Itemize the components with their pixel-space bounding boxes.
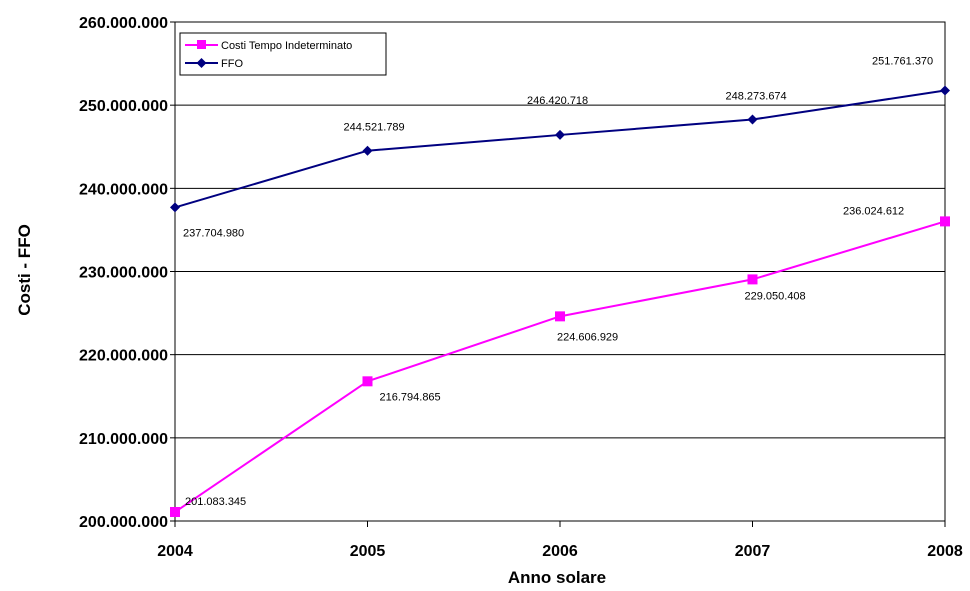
series-line-1 <box>174 89 946 209</box>
x-tick-label: 2008 <box>927 543 963 560</box>
data-point <box>362 145 373 156</box>
data-label: 201.083.345 <box>185 496 246 508</box>
gridlines <box>175 104 945 439</box>
legend-label-costi: Costi Tempo Indeterminato <box>221 40 352 52</box>
data-point <box>170 202 180 213</box>
data-label: 216.794.865 <box>380 391 441 403</box>
y-axis-label: Costi - FFO <box>15 224 34 316</box>
y-tick-label: 230.000.000 <box>79 265 168 282</box>
legend: Costi Tempo Indeterminato FFO <box>179 32 387 76</box>
series <box>170 85 950 517</box>
data-point <box>747 274 758 285</box>
data-label: 237.704.980 <box>183 227 244 239</box>
y-tick-label: 210.000.000 <box>79 431 168 448</box>
data-point <box>555 129 565 140</box>
axes: 200.000.000 210.000.000 220.000.000 230.000… <box>79 15 963 560</box>
data-point <box>362 376 373 387</box>
data-point <box>555 311 565 322</box>
legend-label-ffo: FFO <box>221 58 243 70</box>
series-line-0 <box>174 220 946 513</box>
y-tick-label: 250.000.000 <box>79 98 168 115</box>
x-tick-label: 2005 <box>350 543 386 560</box>
data-point <box>940 85 950 96</box>
data-label: 244.521.789 <box>344 122 405 134</box>
data-label: 248.273.674 <box>726 91 787 103</box>
data-label: 236.024.612 <box>843 205 904 217</box>
y-tick-label: 220.000.000 <box>79 348 168 365</box>
data-point <box>170 506 180 517</box>
x-tick-label: 2007 <box>735 543 771 560</box>
legend-marker-ffo <box>196 58 207 68</box>
y-tick-label: 200.000.000 <box>79 514 168 531</box>
y-tick-label: 260.000.000 <box>79 15 168 32</box>
y-tick-label: 240.000.000 <box>79 181 168 198</box>
data-labels: 201.083.345 216.794.865 224.606.929 229.050… <box>183 56 933 508</box>
data-label: 246.420.718 <box>527 95 588 107</box>
x-tick-label: 2004 <box>157 543 193 560</box>
data-point <box>747 114 758 125</box>
x-axis-label: Anno solare <box>508 568 606 587</box>
data-point <box>940 216 950 227</box>
legend-box <box>179 32 387 76</box>
x-tick-label: 2006 <box>542 543 578 560</box>
data-label: 251.761.370 <box>872 56 933 68</box>
legend-marker-costi <box>197 40 206 49</box>
data-label: 229.050.408 <box>745 290 806 302</box>
data-label: 224.606.929 <box>557 331 618 343</box>
